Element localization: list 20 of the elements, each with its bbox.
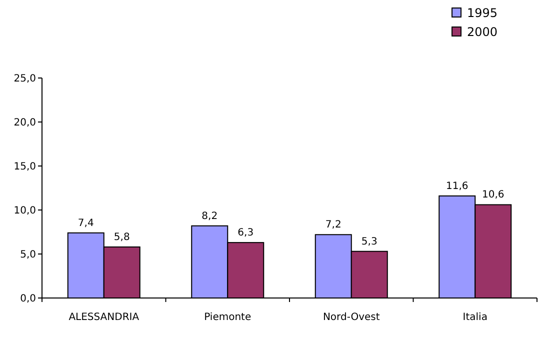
data-label: 5,8 [114,232,130,243]
x-tick-label: Piemonte [204,312,252,323]
x-tick-label: Nord-Ovest [322,312,380,323]
y-tick-label: 10,0 [14,206,36,216]
y-tick-label: 25,0 [14,74,36,84]
y-tick-label: 5,0 [20,250,36,260]
data-label: 5,3 [361,236,378,248]
y-tick-label: 15,0 [14,162,36,172]
legend-label: 2000 [467,25,498,40]
x-tick-label: ALESSANDRIA [68,312,140,323]
x-tick-label: Italia [462,312,488,323]
data-label: 8,2 [202,210,218,222]
data-label: 7,2 [325,220,342,231]
data-label: 6,3 [238,228,254,239]
data-label: 10,6 [482,190,504,201]
legend-label: 1995 [467,6,498,20]
y-tick-label: 0,0 [20,294,36,304]
data-label: 7,4 [78,218,94,229]
data-label: 11,6 [446,180,468,192]
y-tick-label: 20,0 [14,118,36,128]
